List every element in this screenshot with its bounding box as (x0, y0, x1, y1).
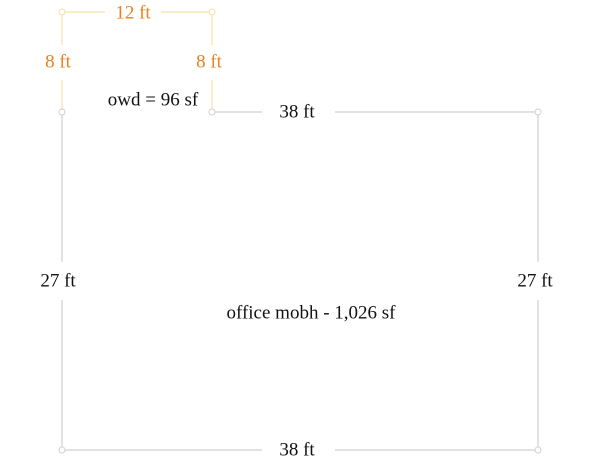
large-room: 38 ft 27 ft 27 ft 38 ft office mobh - 1,… (40, 101, 553, 460)
corner (58, 8, 66, 16)
corner (208, 8, 216, 16)
dimension: 38 ft (279, 439, 315, 460)
dimension: 8 ft (45, 51, 72, 72)
corner (208, 108, 216, 116)
corner (534, 108, 542, 116)
room-walls (61, 111, 539, 451)
corner (534, 446, 542, 454)
room-label: office mobh - 1,026 sf (226, 302, 396, 323)
dimension: 38 ft (279, 101, 315, 122)
dimension: 27 ft (517, 270, 553, 291)
dimension: 27 ft (40, 270, 76, 291)
corner (58, 108, 66, 116)
corner (58, 446, 66, 454)
room-label: owd = 96 sf (108, 89, 199, 110)
dimension: 8 ft (196, 51, 223, 72)
small-room: 12 ft 8 ft 8 ft owd = 96 sf (45, 2, 223, 112)
room-walls (61, 11, 213, 112)
dimension: 12 ft (115, 2, 151, 23)
